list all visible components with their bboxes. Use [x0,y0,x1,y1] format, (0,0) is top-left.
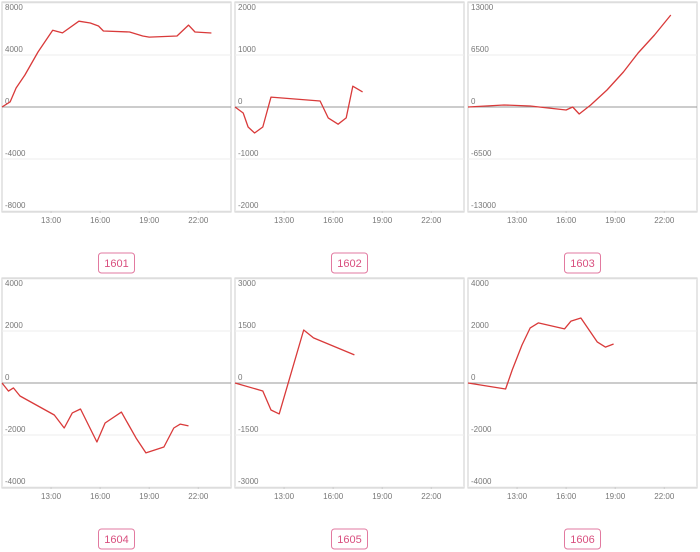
y-tick-label: 1500 [238,321,256,330]
tag-label[interactable]: 1602 [337,258,361,270]
y-tick-label: -4000 [5,149,26,158]
y-tick-label: -13000 [471,201,496,210]
y-tick-label: -3000 [238,477,259,486]
y-tick-label: -4000 [5,477,26,486]
x-tick-label: 13:00 [507,216,528,225]
tag-box[interactable] [98,252,135,274]
line [1,382,189,454]
x-tick-label: 19:00 [139,216,160,225]
tag-label[interactable]: 1606 [570,534,594,546]
x-tick-label: 19:00 [372,492,393,501]
y-tick-label: 0 [238,97,243,106]
y-tick-label: 13000 [471,3,494,12]
y-tick-label: 6500 [471,45,489,54]
y-tick-label: -8000 [5,201,26,210]
y-tick-label: 4000 [471,279,489,288]
x-tick-label: 16:00 [323,216,344,225]
tag-label[interactable]: 1605 [337,534,361,546]
x-tick-label: 16:00 [323,492,344,501]
x-tick-label: 22:00 [654,492,675,501]
tag-box[interactable] [564,528,601,550]
x-tick-label: 22:00 [654,216,675,225]
y-tick-label: 8000 [5,3,23,12]
tag-box[interactable] [331,528,368,550]
x-tick-label: 19:00 [372,216,393,225]
y-tick-label: 4000 [5,45,23,54]
x-tick-label: 19:00 [605,216,626,225]
x-tick-label: 16:00 [556,216,577,225]
x-tick-label: 22:00 [188,492,209,501]
tag-box[interactable] [98,528,135,550]
line [467,14,672,115]
x-tick-label: 13:00 [41,492,62,501]
y-tick-label: 2000 [238,3,256,12]
line [234,85,363,134]
y-tick-label: 0 [471,97,476,106]
y-tick-label: -2000 [471,425,492,434]
y-tick-label: -6500 [471,149,492,158]
tag-label[interactable]: 1604 [104,534,128,546]
tag-label[interactable]: 1603 [570,258,594,270]
y-tick-label: 3000 [238,279,256,288]
line [467,317,614,390]
tag-label[interactable]: 1601 [104,258,128,270]
x-tick-label: 13:00 [274,216,295,225]
y-tick-label: 0 [471,373,476,382]
x-tick-label: 16:00 [556,492,577,501]
y-tick-label: -4000 [471,477,492,486]
y-tick-label: -1500 [238,425,259,434]
tag-box[interactable] [331,252,368,274]
x-tick-label: 22:00 [421,216,442,225]
x-tick-label: 19:00 [605,492,626,501]
y-tick-label: 0 [5,373,10,382]
x-tick-label: 22:00 [188,216,209,225]
y-tick-label: -1000 [238,149,259,158]
y-tick-label: -2000 [238,201,259,210]
line [1,20,212,108]
x-tick-label: 22:00 [421,492,442,501]
x-tick-label: 13:00 [274,492,295,501]
y-tick-label: 2000 [471,321,489,330]
y-tick-label: 1000 [238,45,256,54]
x-tick-label: 13:00 [507,492,528,501]
y-tick-label: 2000 [5,321,23,330]
x-tick-label: 13:00 [41,216,62,225]
x-tick-label: 16:00 [90,492,111,501]
y-tick-label: 4000 [5,279,23,288]
y-tick-label: -2000 [5,425,26,434]
line [234,329,355,415]
y-tick-label: 0 [5,97,10,106]
tag-box[interactable] [564,252,601,274]
y-tick-label: 0 [238,373,243,382]
x-tick-label: 19:00 [139,492,160,501]
x-tick-label: 16:00 [90,216,111,225]
